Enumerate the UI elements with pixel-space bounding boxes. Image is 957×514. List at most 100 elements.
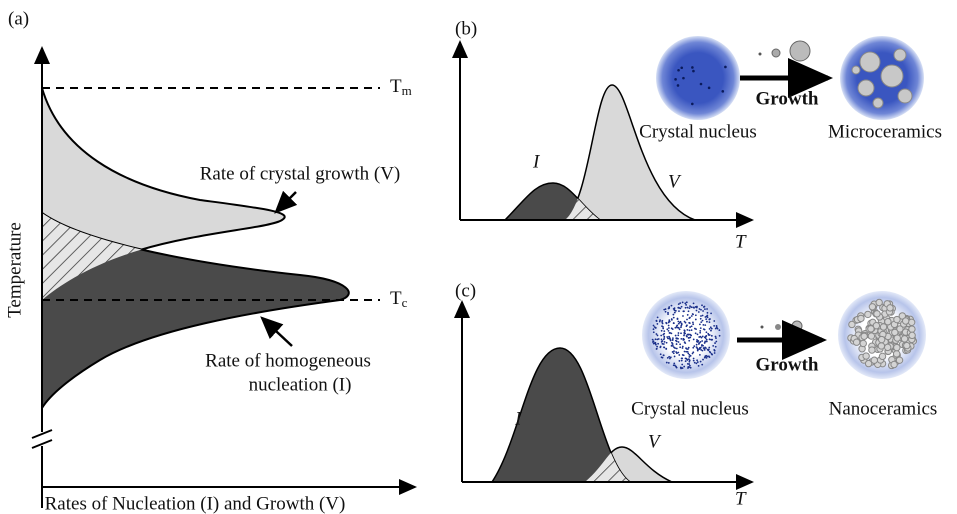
dot (669, 358, 671, 360)
dot (703, 306, 705, 308)
arrow (262, 318, 292, 346)
dot (668, 308, 670, 310)
dot (662, 357, 664, 359)
tc-label: Tc (390, 288, 408, 310)
dot (682, 301, 684, 303)
dot (702, 320, 704, 322)
dot (874, 311, 880, 317)
dot (699, 347, 701, 349)
nucleation-label: nucleation (I) (249, 374, 352, 395)
dot (683, 333, 685, 335)
dot (673, 347, 675, 349)
dot (661, 321, 663, 323)
dot (688, 356, 690, 358)
dot (698, 365, 700, 367)
dot (702, 359, 704, 361)
x-axis-label: T (735, 488, 747, 509)
dot (652, 339, 654, 341)
dot (699, 354, 701, 356)
dot (679, 328, 681, 330)
dot (693, 360, 695, 362)
dot (887, 305, 893, 311)
dot (878, 343, 884, 349)
dot (661, 340, 663, 342)
dot (675, 310, 677, 312)
panel-c: (c) I V T Growth Crystal nucleus Nanocer… (455, 280, 937, 509)
dot (706, 357, 708, 359)
dot (692, 313, 694, 315)
dot (682, 77, 685, 80)
dot (685, 347, 687, 349)
dot (666, 362, 668, 364)
dot (860, 340, 866, 346)
dot (706, 331, 708, 333)
dot (678, 341, 680, 343)
dot (677, 318, 679, 320)
dot (691, 66, 694, 69)
dot (673, 364, 675, 366)
dot (719, 335, 721, 337)
dot (893, 351, 899, 357)
dot (685, 304, 687, 306)
dot (671, 345, 673, 347)
dot (666, 342, 668, 344)
particle (792, 321, 802, 331)
dot (668, 356, 670, 358)
particle (759, 53, 762, 56)
dot (715, 341, 717, 343)
dot (693, 345, 695, 347)
dot (695, 362, 697, 364)
dot (686, 301, 688, 303)
dot (677, 352, 679, 354)
dot (692, 347, 694, 349)
dot (658, 338, 660, 340)
dot (682, 354, 684, 356)
dot (891, 361, 897, 367)
dot (682, 338, 684, 340)
dot (894, 344, 900, 350)
dot (858, 315, 864, 321)
dot (677, 321, 679, 323)
dot (690, 367, 692, 369)
dot (676, 343, 678, 345)
dot (666, 328, 668, 330)
dot (869, 347, 875, 353)
dot (656, 346, 658, 348)
dot (700, 318, 702, 320)
dot (675, 340, 677, 342)
particle (772, 49, 780, 57)
start-label: Crystal nucleus (639, 121, 757, 142)
growth-label: Rate of crystal growth (V) (200, 163, 401, 184)
dot (676, 367, 678, 369)
dot (685, 360, 687, 362)
dot (716, 325, 718, 327)
dot (672, 351, 674, 353)
dot (674, 356, 676, 358)
dot (696, 339, 698, 341)
dot (704, 357, 706, 359)
dot (705, 347, 707, 349)
dot (689, 322, 691, 324)
arrow (276, 192, 296, 212)
dot (656, 333, 658, 335)
dot (660, 335, 662, 337)
dot (682, 347, 684, 349)
dot (713, 325, 715, 327)
dot (695, 306, 697, 308)
dot (692, 322, 694, 324)
y-axis-label: Temperature (4, 222, 25, 318)
dot (701, 340, 703, 342)
dot (691, 325, 693, 327)
dot (660, 353, 662, 355)
dot (697, 361, 699, 363)
dot (692, 70, 695, 73)
dot (695, 319, 697, 321)
end-label: Microceramics (828, 121, 942, 142)
dot (691, 103, 694, 106)
dot (688, 337, 690, 339)
dot (902, 318, 908, 324)
dot (697, 333, 699, 335)
dot (868, 326, 874, 332)
dot (680, 326, 682, 328)
dot (687, 363, 689, 365)
